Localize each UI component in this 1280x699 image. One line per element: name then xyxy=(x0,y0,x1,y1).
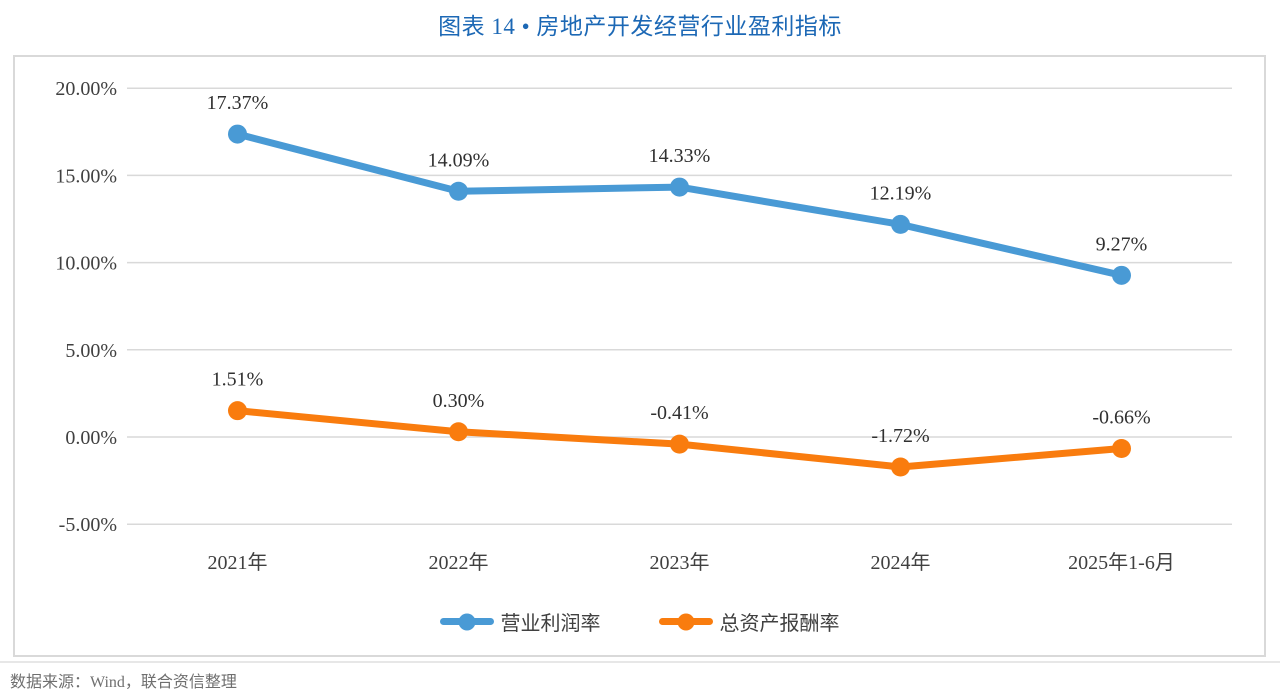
legend-label: 总资产报酬率 xyxy=(719,613,840,635)
profit-indicators-line-chart: 20.00% 15.00% 10.00% 5.00% 0.00% -5.00% 2021年 2… xyxy=(55,78,1232,574)
data-point-marker xyxy=(449,422,468,442)
y-axis-tick-label: 15.00% xyxy=(55,165,117,187)
legend-line-dot-icon xyxy=(658,618,713,625)
data-point-label: -0.41% xyxy=(650,402,708,424)
data-point-marker xyxy=(670,177,689,197)
data-point-marker xyxy=(449,181,468,201)
data-point-label: 12.19% xyxy=(870,182,932,204)
legend-label: 营业利润率 xyxy=(500,613,601,635)
data-point-marker xyxy=(891,457,910,477)
legend-line-dot-icon xyxy=(439,618,494,625)
legend-item-operating-profit-margin: 营业利润率 xyxy=(439,607,601,636)
y-axis-tick-label: 5.00% xyxy=(65,340,117,362)
data-point-label: -1.72% xyxy=(871,425,929,447)
x-axis-tick-label: 2021年 xyxy=(208,551,268,574)
chart-container: 20.00% 15.00% 10.00% 5.00% 0.00% -5.00% 2021年 2… xyxy=(13,55,1266,657)
x-axis-tick-label: 2022年 xyxy=(429,551,489,574)
data-point-marker xyxy=(670,434,689,454)
y-axis-tick-label: 0.00% xyxy=(65,427,117,449)
y-axis-tick-label: 20.00% xyxy=(55,78,117,100)
data-point-label: 17.37% xyxy=(207,92,269,114)
chart-legend: 营业利润率 总资产报酬率 xyxy=(15,607,1264,636)
data-point-marker xyxy=(891,214,910,234)
data-point-label: 9.27% xyxy=(1096,233,1148,255)
x-axis-tick-label: 2023年 xyxy=(650,551,710,574)
data-point-marker xyxy=(1112,265,1131,285)
data-point-label: 14.09% xyxy=(428,149,490,171)
page-title: 图表 14 • 房地产开发经营行业盈利指标 xyxy=(438,14,842,39)
x-axis-tick-label: 2025年1-6月 xyxy=(1068,551,1175,574)
y-axis-tick-label: -5.00% xyxy=(59,514,117,536)
data-point-label: 0.30% xyxy=(433,390,485,412)
data-source-note: 数据来源：Wind，联合资信整理 xyxy=(0,661,1280,692)
data-point-marker xyxy=(1112,439,1131,459)
y-axis-tick-label: 10.00% xyxy=(55,253,117,275)
x-axis-tick-label: 2024年 xyxy=(871,551,931,574)
data-point-label: 14.33% xyxy=(649,145,711,167)
data-point-label: 1.51% xyxy=(212,369,264,391)
data-point-marker xyxy=(228,124,247,144)
legend-item-return-on-total-assets: 总资产报酬率 xyxy=(658,607,840,636)
data-point-marker xyxy=(228,401,247,421)
data-point-label: -0.66% xyxy=(1092,407,1150,429)
